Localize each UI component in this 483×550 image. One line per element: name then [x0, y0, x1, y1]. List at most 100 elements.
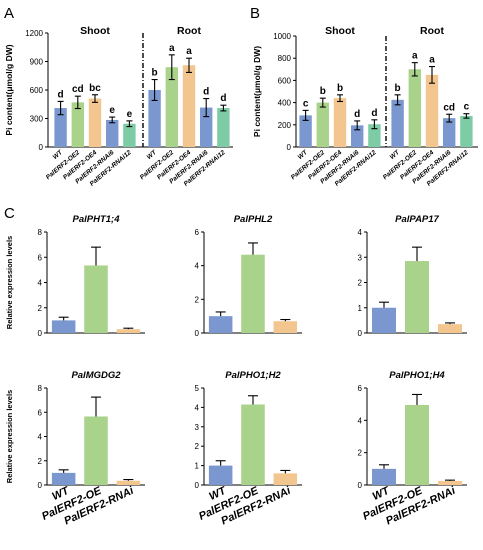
y-tick-label: 2 — [38, 304, 43, 313]
bar — [368, 124, 381, 147]
significance-letter: d — [220, 93, 226, 104]
y-tick-label: 600 — [30, 86, 44, 95]
y-tick-label: 300 — [30, 115, 44, 124]
group-title: Root — [420, 25, 444, 37]
bar — [217, 108, 230, 147]
gene-title: PalPHT1;4 — [73, 214, 121, 225]
bar — [438, 324, 462, 333]
bar — [299, 115, 312, 147]
gene-title: PalPHO1;H2 — [225, 370, 281, 381]
bar — [208, 465, 233, 485]
bar — [438, 480, 462, 485]
y-tick-label: 2 — [195, 295, 200, 304]
bar — [148, 90, 161, 147]
bar — [116, 480, 141, 485]
significance-letter: e — [127, 109, 133, 120]
panel-letter: B — [250, 5, 260, 22]
significance-letter: b — [395, 83, 401, 94]
y-tick-label: 4 — [195, 262, 200, 271]
bar — [460, 115, 473, 147]
significance-letter: d — [354, 109, 360, 120]
significance-letter: b — [320, 86, 326, 97]
significance-letter: d — [203, 87, 209, 98]
y-tick-label: 0 — [38, 481, 43, 490]
bar — [200, 107, 213, 147]
significance-letter: b — [152, 68, 158, 79]
bar — [405, 261, 429, 333]
bar — [351, 125, 364, 147]
y-tick-label: 2 — [195, 442, 200, 451]
y-tick-label: 2 — [358, 449, 363, 458]
bar — [84, 416, 108, 485]
bar — [123, 123, 136, 147]
bar — [333, 98, 347, 147]
significance-letter: a — [186, 46, 192, 57]
y-tick-label: 0 — [358, 329, 363, 338]
panel-letter: C — [4, 205, 15, 222]
bar — [372, 468, 396, 485]
y-tick-label: 8 — [38, 384, 43, 393]
significance-letter: e — [109, 105, 115, 116]
bar — [208, 316, 233, 333]
significance-letter: b — [337, 83, 343, 94]
bar — [106, 119, 119, 147]
bar — [443, 118, 456, 147]
y-axis-label: Pi content(μmol/g DW) — [252, 46, 262, 137]
bar — [182, 65, 196, 147]
y-tick-label: 4 — [358, 228, 363, 237]
y-tick-label: 600 — [278, 76, 292, 85]
y-tick-label: 400 — [278, 99, 292, 108]
bar — [51, 320, 76, 333]
x-tick-label: WT — [52, 149, 65, 162]
bar — [316, 102, 329, 147]
bar — [71, 102, 84, 147]
bar — [241, 254, 265, 333]
bar — [405, 404, 429, 485]
gene-title: PalPHL2 — [234, 214, 273, 225]
y-tick-label: 1 — [358, 304, 363, 313]
group-title: Shoot — [325, 25, 355, 37]
significance-letter: d — [58, 89, 64, 100]
significance-letter: d — [371, 108, 377, 119]
y-tick-label: 900 — [30, 58, 44, 67]
bar — [84, 265, 108, 333]
y-tick-label: 3 — [195, 423, 200, 432]
y-tick-label: 0 — [287, 143, 292, 152]
bar — [425, 74, 439, 147]
y-tick-label: 6 — [195, 228, 200, 237]
y-tick-label: 800 — [278, 54, 292, 63]
bar — [241, 404, 265, 485]
bar — [51, 472, 76, 485]
x-tick-label: WT — [389, 149, 402, 162]
significance-letter: bc — [89, 83, 101, 94]
y-tick-label: 4 — [195, 403, 200, 412]
group-title: Shoot — [80, 25, 110, 37]
y-axis-label: Relative expression levels — [5, 236, 14, 329]
significance-letter: a — [169, 43, 175, 54]
x-tick-label: WT — [297, 149, 310, 162]
bar — [372, 307, 396, 333]
y-tick-label: 2 — [38, 457, 43, 466]
gene-title: PalPAP17 — [395, 214, 439, 225]
y-tick-label: 3 — [358, 253, 363, 262]
y-tick-label: 1200 — [25, 29, 43, 38]
significance-letter: c — [464, 102, 470, 113]
group-title: Root — [177, 25, 201, 37]
y-tick-label: 5 — [195, 384, 200, 393]
y-tick-label: 0 — [38, 329, 43, 338]
y-tick-label: 6 — [38, 253, 43, 262]
significance-letter: cd — [72, 84, 84, 95]
bar — [273, 321, 298, 333]
y-tick-label: 6 — [358, 384, 363, 393]
significance-letter: a — [429, 55, 435, 66]
y-axis-label: Pi content(μmol/g DW) — [4, 44, 14, 135]
bar — [408, 69, 421, 147]
y-axis-label: Relative expression levels — [5, 390, 14, 483]
bar — [165, 67, 178, 147]
y-tick-label: 4 — [38, 433, 43, 442]
y-tick-label: 8 — [38, 228, 43, 237]
bar — [273, 473, 298, 485]
bar — [116, 329, 141, 333]
significance-letter: cd — [443, 102, 455, 113]
significance-letter: a — [412, 51, 418, 62]
